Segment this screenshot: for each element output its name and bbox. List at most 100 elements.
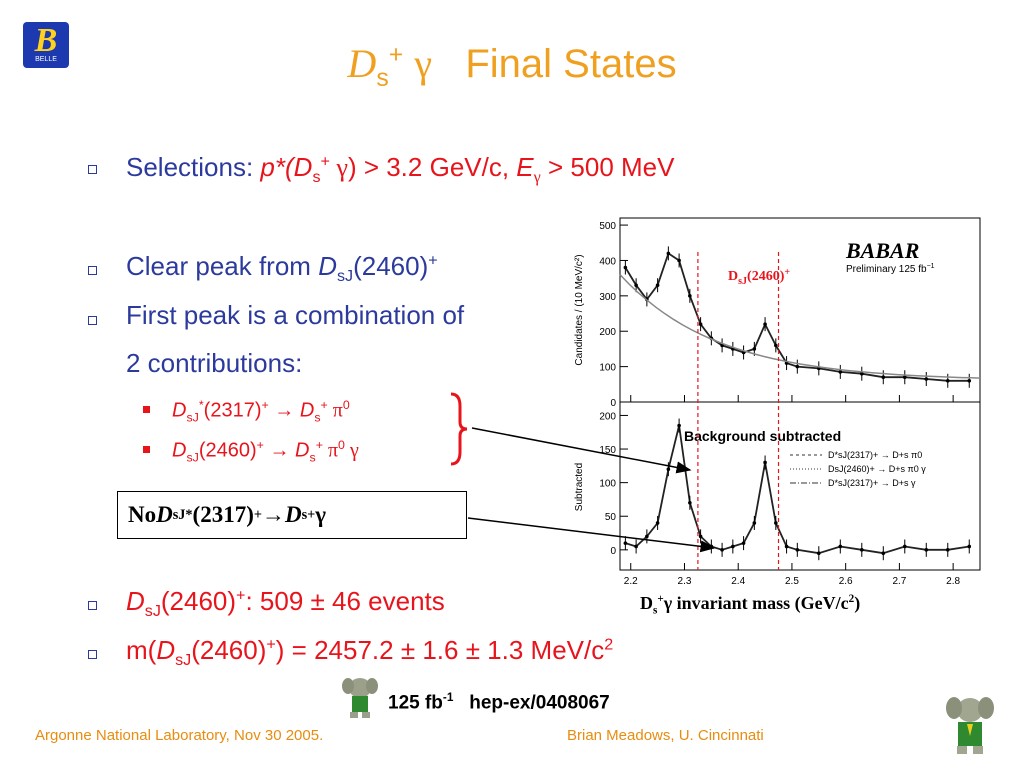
x-tick-label: 2.3 xyxy=(678,576,692,587)
data-point xyxy=(666,467,671,471)
background-curve xyxy=(619,274,981,379)
sub-bullet-2460: DsJ(2460)+ → Ds+ π0 γ xyxy=(172,438,359,465)
data-point xyxy=(945,548,950,552)
data-point xyxy=(634,283,638,288)
legend-entry: DsJ(2460)+ → D+s π0 γ xyxy=(828,464,926,474)
y-tick-label: 0 xyxy=(610,398,616,409)
bullet-marker xyxy=(88,266,97,275)
data-point xyxy=(784,544,789,549)
data-point xyxy=(967,378,972,383)
data-point xyxy=(902,544,907,549)
luminosity-reference: 125 fb-1 hep-ex/0408067 xyxy=(388,691,610,714)
data-point xyxy=(795,364,800,369)
data-point xyxy=(698,534,703,539)
data-point xyxy=(752,347,757,351)
x-tick-label: 2.5 xyxy=(785,576,799,587)
sub-bullet-marker xyxy=(143,446,150,453)
data-point xyxy=(666,251,671,256)
data-point xyxy=(677,258,681,263)
footer-right: Brian Meadows, U. Cincinnati xyxy=(567,727,764,744)
data-point xyxy=(795,548,800,552)
belle-logo-letter: B xyxy=(34,22,58,59)
data-point xyxy=(688,294,692,298)
brace-icon xyxy=(450,392,468,466)
data-point xyxy=(774,343,778,348)
data-point xyxy=(763,322,767,326)
data-point xyxy=(838,370,843,374)
peak-label: DsJ(2460)+ xyxy=(728,267,790,287)
preliminary-sup: −1 xyxy=(927,263,935,270)
data-point xyxy=(859,548,864,552)
data-point xyxy=(655,283,660,288)
background-subtracted-label: Background subtracted xyxy=(684,428,841,444)
y-tick-label: 100 xyxy=(599,479,616,490)
legend-entry: D*sJ(2317)+ → D+s π0 xyxy=(828,450,922,460)
footer-left: Argonne National Laboratory, Nov 30 2005… xyxy=(35,727,324,744)
bullet-marker xyxy=(88,165,97,174)
plot-frame xyxy=(619,401,981,571)
peak-label-rest: (2460) xyxy=(747,269,785,284)
babar-label: BABAR xyxy=(845,238,919,263)
data-point xyxy=(945,378,950,383)
sub-bullet-2317: DsJ*(2317)+ → Ds+ π0 xyxy=(172,398,350,425)
bullet-first-peak-line2: 2 contributions: xyxy=(126,348,303,378)
bullet-events: DsJ(2460)+: 509 ± 46 events xyxy=(126,586,445,621)
data-point xyxy=(859,371,864,376)
data-point xyxy=(645,534,649,539)
x-tick-label: 2.6 xyxy=(839,576,853,587)
data-point xyxy=(838,544,843,549)
y-tick-label: 200 xyxy=(599,327,616,338)
x-tick-label: 2.7 xyxy=(892,576,906,587)
data-point xyxy=(817,551,821,555)
data-point xyxy=(741,541,746,545)
page-title: Ds+ γ Final States xyxy=(347,41,677,92)
arrow-to-2317-peak xyxy=(471,427,692,474)
data-point xyxy=(881,375,886,380)
data-point xyxy=(731,544,735,549)
peak-label-sub: sJ xyxy=(738,276,747,287)
belle-logo-text: BELLE xyxy=(35,56,57,63)
y-tick-label: 100 xyxy=(599,363,616,374)
y-tick-label: 50 xyxy=(605,512,617,523)
bullet-selections: Selections: p*(Ds+ γ) > 3.2 GeV/c, Eγ > … xyxy=(126,152,675,187)
y-tick-label: 400 xyxy=(599,256,616,267)
bottom-ylabel: Subtracted xyxy=(574,463,585,511)
data-point xyxy=(655,521,660,525)
data-point xyxy=(720,548,724,552)
data-point xyxy=(763,460,767,465)
bullet-marker xyxy=(88,601,97,610)
data-point xyxy=(698,322,703,326)
data-point xyxy=(688,501,692,505)
preliminary-label: Preliminary 125 fb−1 xyxy=(846,263,935,275)
x-tick-label: 2.8 xyxy=(946,576,960,587)
peak-label-sup: + xyxy=(784,267,790,278)
data-point xyxy=(967,544,972,549)
data-point xyxy=(677,423,681,428)
bullet-clear-peak: Clear peak from DsJ(2460)+ xyxy=(126,251,438,286)
belle-logo: B BELLE xyxy=(23,22,69,68)
data-point xyxy=(623,541,628,545)
y-tick-label: 300 xyxy=(599,292,616,303)
data-point xyxy=(924,548,929,552)
data-point xyxy=(623,265,628,270)
bullet-marker xyxy=(88,650,97,659)
y-tick-label: 200 xyxy=(599,411,616,422)
data-point xyxy=(774,521,778,525)
data-point xyxy=(924,377,929,381)
x-tick-label: 2.4 xyxy=(731,576,745,587)
babar-elephant-icon xyxy=(946,697,994,754)
sub-bullet-marker xyxy=(143,406,150,413)
top-ylabel: Candidates / (10 MeV/c²) xyxy=(574,254,585,365)
data-point xyxy=(752,521,757,525)
x-tick-label: 2.2 xyxy=(624,576,638,587)
legend-entry: D*sJ(2317)+ → D+s γ xyxy=(828,478,916,488)
y-tick-label: 150 xyxy=(599,445,616,456)
plot-xlabel: Ds+γ invariant mass (GeV/c2) xyxy=(640,593,861,617)
y-tick-label: 0 xyxy=(610,546,616,557)
babar-elephant-icon xyxy=(342,678,378,718)
arrow-to-no-peak xyxy=(467,517,716,553)
y-tick-label: 500 xyxy=(599,221,616,232)
